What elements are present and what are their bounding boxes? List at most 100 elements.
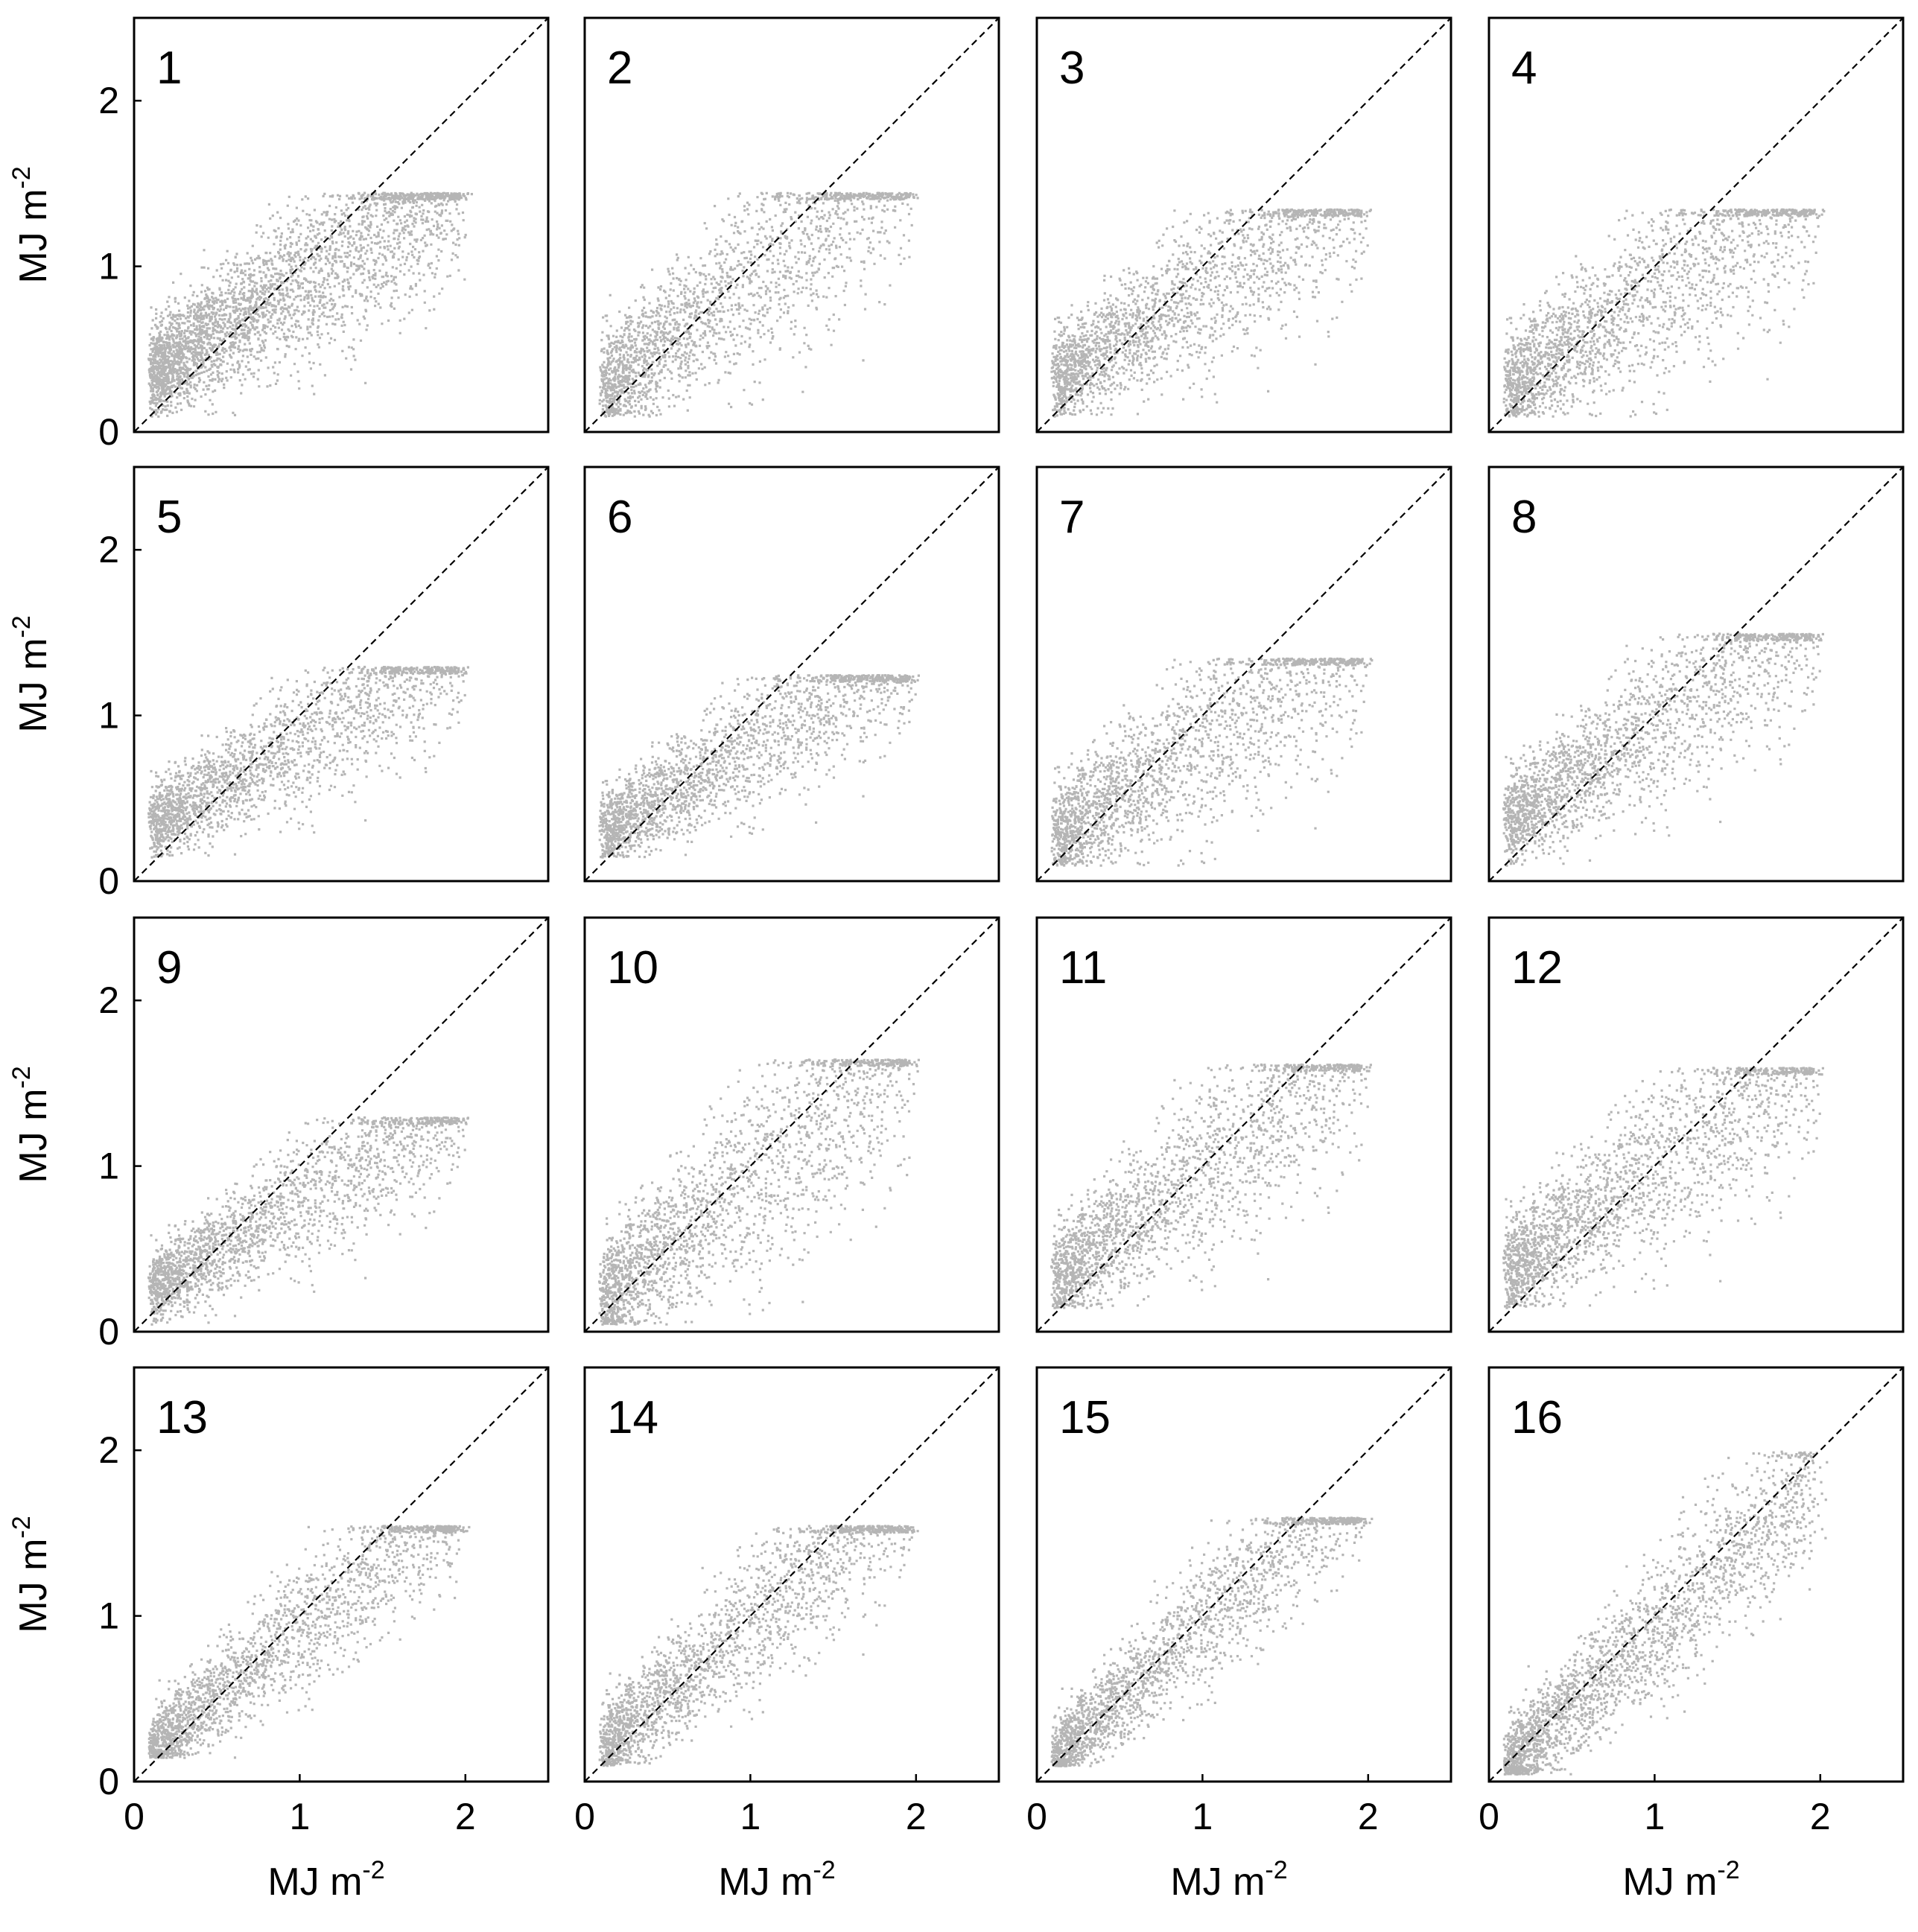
panel-number-label: 4: [1511, 42, 1537, 94]
scatter-points: [1502, 208, 1826, 418]
one-to-one-line: [133, 466, 549, 882]
panel-10: 10: [583, 916, 1000, 1333]
panel-number-label: 13: [156, 1392, 208, 1443]
panel-2: 2: [583, 16, 1000, 433]
y-axis-title: MJ m-2: [7, 1516, 55, 1633]
y-tick-label: 0: [98, 1311, 119, 1353]
x-tick-label: 1: [1192, 1796, 1213, 1837]
y-tick-label: 2: [98, 529, 119, 571]
panel-number-label: 7: [1059, 492, 1085, 543]
one-to-one-line: [1036, 1367, 1452, 1782]
scatter-points: [1502, 1067, 1824, 1309]
y-tick-label: 0: [98, 1761, 119, 1802]
scatter-point-cloud: [598, 674, 920, 859]
scatter-point-cloud: [147, 1525, 471, 1759]
one-to-one-line: [584, 466, 1000, 882]
panel-9: 9 0 1 2 MJ m-2: [7, 916, 550, 1353]
scatter-points: [1502, 632, 1824, 867]
scatter-point-cloud: [147, 665, 469, 859]
one-to-one-line: [1036, 466, 1452, 882]
one-to-one-line: [1488, 466, 1904, 882]
panel-6: 6: [583, 465, 1000, 883]
panel-15: 15 0 1 2 MJ m-2: [1026, 1366, 1452, 1904]
x-tick-label: 2: [1358, 1796, 1379, 1837]
panel-8: 8: [1487, 465, 1905, 883]
x-axis-title: MJ m-2: [1170, 1856, 1287, 1904]
scatter-points: [1050, 1516, 1374, 1767]
panel-12: 12: [1487, 916, 1905, 1333]
scatter-points: [1050, 1063, 1372, 1309]
x-tick-label: 0: [124, 1796, 145, 1837]
panel-number-label: 11: [1059, 942, 1107, 994]
x-axis-title: MJ m-2: [267, 1856, 384, 1904]
x-tick-label: 1: [289, 1796, 310, 1837]
y-tick-label: 2: [98, 979, 119, 1021]
y-tick-label: 2: [98, 80, 119, 121]
panel-number-label: 10: [607, 942, 658, 994]
panel-16: 16 0 1 2 MJ m-2: [1479, 1366, 1905, 1904]
scatter-point-cloud: [1502, 1450, 1829, 1776]
scatter-point-cloud: [598, 1058, 920, 1326]
scatter-point-cloud: [1050, 1516, 1374, 1767]
panel-number-label: 16: [1511, 1392, 1563, 1443]
panel-number-label: 8: [1511, 492, 1537, 543]
x-tick-label: 0: [574, 1796, 595, 1837]
panel-number-label: 12: [1511, 942, 1563, 994]
scatter-points: [598, 1525, 919, 1767]
one-to-one-line: [584, 1367, 1000, 1782]
one-to-one-line: [584, 17, 1000, 433]
panel-11: 11: [1035, 916, 1452, 1333]
panel-number-label: 1: [156, 42, 182, 94]
y-axis-title: MJ m-2: [7, 166, 55, 283]
panel-13: 13 0 1 2 MJ m-2 0 1 2 MJ m-2: [7, 1366, 550, 1904]
scatter-point-cloud: [1502, 208, 1826, 418]
y-tick-label: 1: [98, 246, 119, 287]
scatter-points: [147, 1525, 471, 1759]
scatter-point-cloud: [598, 1525, 919, 1767]
y-axis-title: MJ m-2: [7, 1066, 55, 1183]
x-tick-label: 2: [1810, 1796, 1831, 1837]
x-axis-title: MJ m-2: [1622, 1856, 1739, 1904]
scatter-points: [147, 191, 473, 418]
scatter-point-cloud: [1050, 208, 1372, 418]
y-axis-title: MJ m-2: [7, 615, 55, 732]
y-tick-label: 0: [98, 411, 119, 453]
panel-number-label: 14: [607, 1392, 658, 1443]
panel-number-label: 15: [1059, 1392, 1111, 1443]
y-tick-label: 1: [98, 1145, 119, 1187]
panel-4: 4: [1487, 16, 1905, 433]
x-axis-title: MJ m-2: [718, 1856, 835, 1904]
panel-7: 7: [1035, 465, 1452, 883]
panel-number-label: 9: [156, 942, 182, 994]
one-to-one-line: [584, 917, 1000, 1332]
panel-3: 3: [1035, 16, 1452, 433]
panel-number-label: 5: [156, 492, 182, 543]
panel-number-label: 3: [1059, 42, 1085, 94]
scatter-point-cloud: [1050, 1063, 1372, 1309]
scatter-point-cloud: [1502, 632, 1824, 867]
one-to-one-line: [1036, 917, 1452, 1332]
x-tick-label: 1: [740, 1796, 760, 1837]
one-to-one-line: [133, 1367, 549, 1782]
y-tick-label: 1: [98, 695, 119, 737]
x-tick-label: 0: [1026, 1796, 1047, 1837]
one-to-one-line: [133, 917, 549, 1332]
y-tick-label: 0: [98, 860, 119, 902]
x-tick-label: 2: [906, 1796, 927, 1837]
scatter-point-cloud: [147, 191, 473, 418]
one-to-one-line: [1036, 17, 1452, 433]
scatter-point-cloud: [598, 191, 919, 418]
scatter-points: [598, 1058, 920, 1326]
scatter-points: [1050, 208, 1372, 418]
scatter-point-cloud: [147, 1116, 469, 1326]
x-tick-label: 0: [1479, 1796, 1499, 1837]
panel-number-label: 2: [607, 42, 632, 94]
one-to-one-line: [1488, 917, 1904, 1332]
panel-14: 14 0 1 2 MJ m-2: [574, 1366, 1000, 1904]
one-to-one-line: [133, 17, 549, 433]
scatter-points: [598, 191, 919, 418]
scatter-points: [598, 674, 920, 859]
y-tick-label: 1: [98, 1595, 119, 1637]
